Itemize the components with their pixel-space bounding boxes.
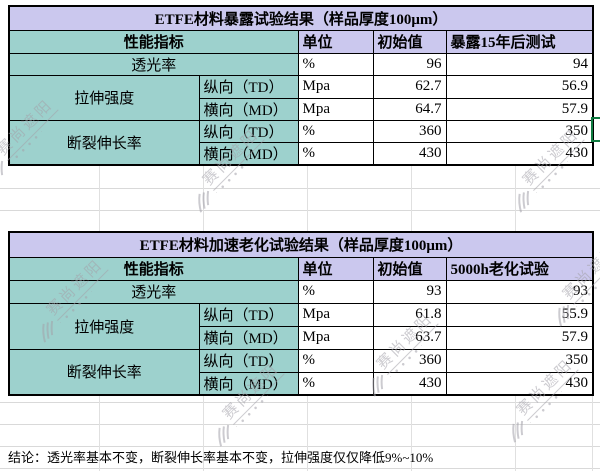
cell-result[interactable]: 56.9 [445,74,594,99]
cell-initial[interactable]: 430 [372,371,447,396]
cell-category[interactable]: 拉伸强度 [8,74,200,121]
cell-category[interactable]: 断裂伸长率 [8,348,200,396]
cell-unit[interactable]: % [297,119,374,143]
cell-direction[interactable]: 纵向（TD） [198,302,299,327]
cell-unit[interactable]: % [297,52,374,76]
cell-unit[interactable]: % [297,279,374,304]
cell-category[interactable]: 拉伸强度 [8,302,200,350]
table-row: 拉伸强度 纵向（TD） Mpa 62.7 56.9 [8,74,594,121]
table1-header-indicator[interactable]: 性能指标 [8,29,299,54]
cell-category[interactable]: 透光率 [8,279,299,304]
cell-result[interactable]: 350 [445,119,594,143]
cell-initial[interactable]: 93 [372,279,447,304]
gridline [0,188,600,189]
cell-direction[interactable]: 纵向（TD） [198,348,299,373]
cell-result[interactable]: 57.9 [445,325,594,350]
cell-unit[interactable]: Mpa [297,97,374,121]
cell-initial[interactable]: 360 [372,348,447,373]
gridline [0,446,600,447]
cell-direction[interactable]: 横向（MD） [198,325,299,350]
gridline [515,164,516,231]
gridline [515,395,516,471]
cell-result[interactable]: 94 [445,52,594,76]
cell-initial[interactable]: 62.7 [372,74,447,99]
gridline [203,395,204,471]
cell-initial[interactable]: 430 [372,141,447,166]
table-row: 横向（MD） % 430 430 [9,371,594,396]
cell-category[interactable]: 透光率 [8,52,299,76]
table1-header-result[interactable]: 暴露15年后测试 [445,29,594,54]
cell-initial[interactable]: 360 [372,119,447,143]
gridline [203,164,204,231]
cell-unit[interactable]: % [297,371,374,396]
cell-unit[interactable]: % [297,141,374,166]
table2-header-result[interactable]: 5000h老化试验 [445,256,594,281]
cell-result[interactable]: 55.9 [445,302,594,327]
cell-direction[interactable]: 横向（MD） [198,97,299,121]
gridline [0,210,600,211]
gridline [0,402,600,403]
exposure-test-table: ETFE材料暴露试验结果（样品厚度100μm） 性能指标 单位 初始值 暴露15… [8,5,595,166]
table-row: 拉伸强度 纵向（TD） Mpa 61.8 55.9 [8,302,594,350]
gridline [592,395,593,471]
cell-unit[interactable]: Mpa [297,325,374,350]
cell-category[interactable]: 断裂伸长率 [8,119,200,166]
table-row: 横向（MD） Mpa 64.7 57.9 [9,97,594,121]
gridline [99,164,100,231]
table2-header-initial[interactable]: 初始值 [372,256,447,281]
table-row: 横向（MD） % 430 430 [9,141,594,166]
gridline [0,468,600,469]
table1-title[interactable]: ETFE材料暴露试验结果（样品厚度100μm） [8,5,594,31]
table2-header-unit[interactable]: 单位 [297,256,374,281]
cell-initial[interactable]: 63.7 [372,325,447,350]
table2-header-indicator[interactable]: 性能指标 [8,256,299,281]
cell-result[interactable]: 57.9 [445,97,594,121]
table-row: 断裂伸长率 纵向（TD） % 360 350 [8,119,594,166]
selected-cell-outline[interactable] [591,117,600,142]
conclusion-text[interactable]: 结论：透光率基本不变，断裂伸长率基本不变，拉伸强度仅仅降低9%~10% [8,450,434,465]
cell-unit[interactable]: % [297,348,374,373]
table-row: 透光率 % 93 93 [8,279,594,304]
cell-result[interactable]: 93 [445,279,594,304]
gridline [411,164,412,231]
table-row: 透光率 % 96 94 [8,52,594,76]
cell-unit[interactable]: Mpa [297,302,374,327]
cell-initial[interactable]: 96 [372,52,447,76]
aging-test-table: ETFE材料加速老化试验结果（样品厚度100μm） 性能指标 单位 初始值 50… [8,231,595,396]
cell-initial[interactable]: 61.8 [372,302,447,327]
table-row: 断裂伸长率 纵向（TD） % 360 350 [8,348,594,396]
gridline [0,424,600,425]
gridline [411,395,412,471]
table1-header-initial[interactable]: 初始值 [372,29,447,54]
gridline [307,164,308,231]
table2-title[interactable]: ETFE材料加速老化试验结果（样品厚度100μm） [8,231,594,258]
cell-direction[interactable]: 横向（MD） [198,141,299,166]
cell-result[interactable]: 430 [445,141,594,166]
cell-unit[interactable]: Mpa [297,74,374,99]
cell-direction[interactable]: 纵向（TD） [198,119,299,143]
cell-direction[interactable]: 纵向（TD） [198,74,299,99]
gridline [99,395,100,471]
table1-header-unit[interactable]: 单位 [297,29,374,54]
cell-initial[interactable]: 64.7 [372,97,447,121]
cell-result[interactable]: 430 [445,371,594,396]
gridline [307,395,308,471]
cell-direction[interactable]: 横向（MD） [198,371,299,396]
cell-result[interactable]: 350 [445,348,594,373]
saishang-logo-icon [504,417,531,444]
